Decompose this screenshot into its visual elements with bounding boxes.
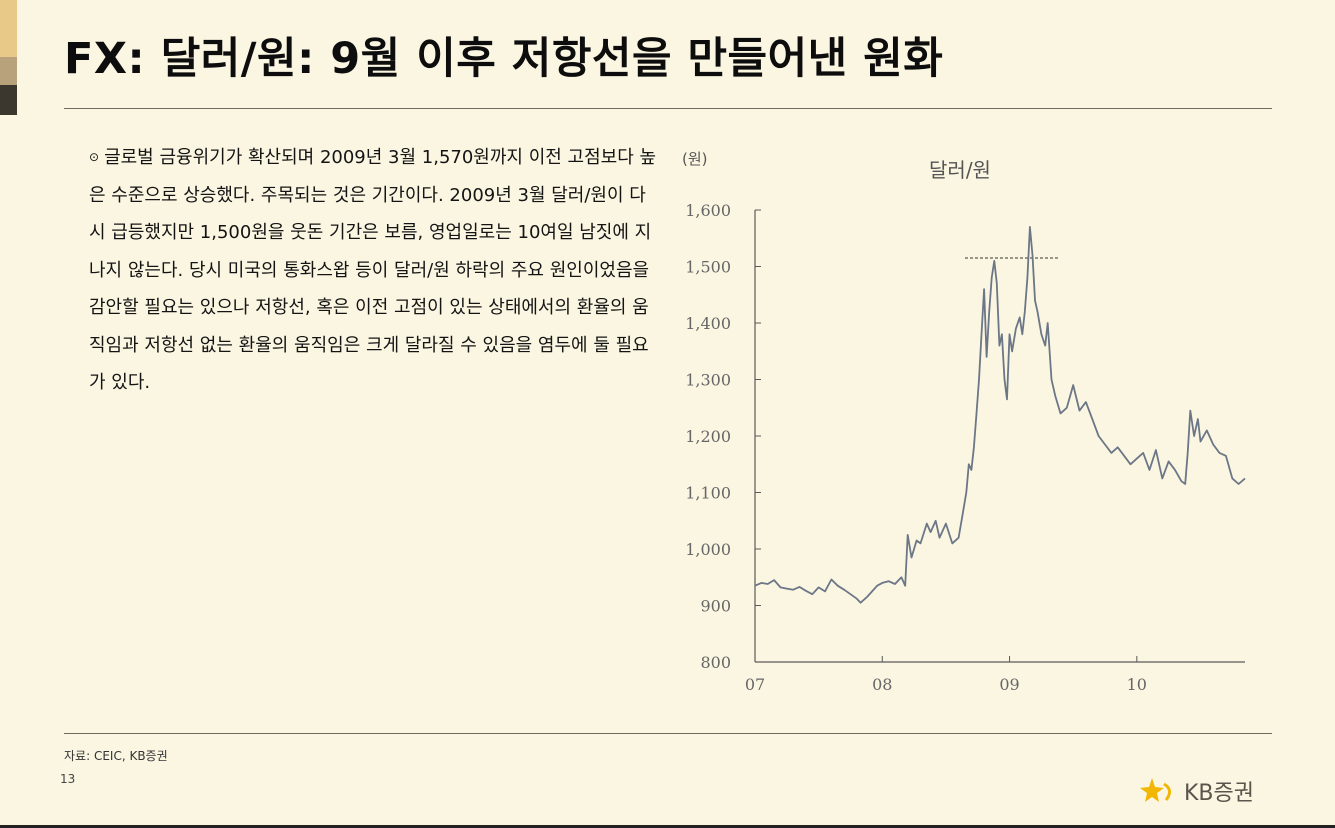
y-tick-label: 1,500 <box>685 258 731 277</box>
source-note: 자료: CEIC, KB증권 <box>64 749 168 763</box>
side-tab-gold <box>0 0 17 57</box>
x-tick-label: 08 <box>872 675 892 694</box>
page-title: FX: 달러/원: 9월 이후 저항선을 만들어낸 원화 <box>64 34 944 84</box>
side-tab-dark <box>0 85 17 115</box>
y-tick-label: 900 <box>700 597 731 616</box>
body-text: 글로벌 금융위기가 확산되며 2009년 3월 1,570원까지 이전 고점보다… <box>89 147 657 393</box>
chart-title: 달러/원 <box>929 158 991 182</box>
y-tick-label: 1,200 <box>685 427 731 446</box>
y-tick-label: 1,000 <box>685 540 731 559</box>
kb-logo-text: KB증권 <box>1184 781 1254 806</box>
body-paragraph: ⊙ 글로벌 금융위기가 확산되며 2009년 3월 1,570원까지 이전 고점보… <box>89 139 661 402</box>
y-tick-label: 1,100 <box>685 484 731 503</box>
series-line-usd-krw <box>754 226 1246 604</box>
kb-logo: KB증권 <box>1140 775 1254 807</box>
x-tick-label: 10 <box>1127 675 1147 694</box>
kb-star-icon <box>1140 778 1171 802</box>
y-tick-label: 1,400 <box>685 314 731 333</box>
bullet-icon: ⊙ <box>89 150 100 164</box>
title-divider <box>64 108 1272 109</box>
bottom-border <box>0 825 1335 828</box>
usd-krw-line-chart: 달러/원 (원) 800 900 1,000 1,100 1,200 1,300 1,400 1,… <box>682 150 1246 694</box>
y-axis-unit-label: (원) <box>682 150 708 168</box>
x-tick-label: 09 <box>999 675 1019 694</box>
x-tick-label: 07 <box>745 675 765 694</box>
y-tick-label: 1,300 <box>685 371 731 390</box>
page-number: 13 <box>60 772 76 786</box>
y-tick-label: 1,600 <box>685 201 731 220</box>
side-tab-tan <box>0 57 17 85</box>
y-tick-label: 800 <box>700 653 731 672</box>
footer-divider <box>64 733 1272 734</box>
